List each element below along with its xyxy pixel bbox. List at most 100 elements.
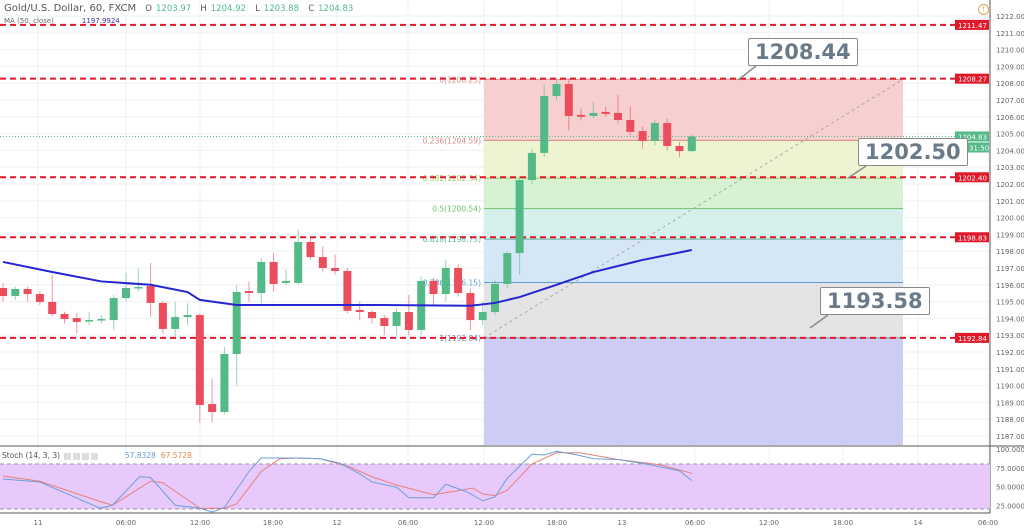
ma-label[interactable]: MA (50, close) xyxy=(4,17,54,25)
settings-icon[interactable] xyxy=(73,452,81,460)
time-axis-label: 06:00 xyxy=(116,519,136,527)
level-price-tag xyxy=(955,172,989,183)
price-axis-label: 1210.00 xyxy=(996,47,1024,55)
candle-down xyxy=(208,404,217,412)
candle-up xyxy=(589,112,598,116)
symbol-title[interactable]: Gold/U.S. Dollar, 60, FXCM xyxy=(4,3,137,14)
more-icon[interactable] xyxy=(82,452,90,460)
callout-pointer xyxy=(809,314,829,329)
candle-up xyxy=(85,320,94,322)
fib-zone xyxy=(484,208,903,240)
price-axis-label: 1204.00 xyxy=(996,147,1024,155)
time-axis-label: 11 xyxy=(34,519,43,527)
close-icon[interactable] xyxy=(91,452,99,460)
stoch-axis-label: 25.0000 xyxy=(996,502,1024,510)
price-axis-label: 1193.00 xyxy=(996,332,1024,340)
time-axis-label: 06:00 xyxy=(978,519,998,527)
candle-down xyxy=(146,285,155,303)
candle-up xyxy=(478,312,487,321)
candle-down xyxy=(60,314,69,320)
candle-down xyxy=(343,271,352,311)
price-axis-label: 1194.00 xyxy=(996,315,1024,323)
price-axis-label: 1202.00 xyxy=(996,181,1024,189)
close-label: C xyxy=(308,4,315,14)
callout-1202[interactable]: 1202.50 xyxy=(858,138,968,166)
price-axis-label: 1208.00 xyxy=(996,80,1024,88)
candle-up xyxy=(294,241,303,283)
time-axis-label: 18:00 xyxy=(833,519,853,527)
stoch-k-value: 57.8328 xyxy=(124,451,156,460)
fib-level-label: 0.236(1204.59) xyxy=(423,136,481,145)
candle-up xyxy=(540,95,549,153)
candle-up xyxy=(491,283,499,313)
price-axis-label: 1212.00 xyxy=(996,13,1024,21)
candle-down xyxy=(429,280,438,295)
stoch-axis-label: 100.0000 xyxy=(996,446,1024,454)
candle-down xyxy=(318,257,327,268)
candle-down xyxy=(35,294,44,302)
stoch-axis-label: 50.0000 xyxy=(996,484,1024,492)
candle-down xyxy=(638,131,647,141)
candle-up xyxy=(97,319,106,321)
time-axis-label: 14 xyxy=(914,519,923,527)
candle-up xyxy=(171,317,180,329)
stoch-k-line xyxy=(2,450,693,513)
countdown-label: 31:50 xyxy=(969,144,989,152)
candle-up xyxy=(650,123,659,141)
low-value: 1203.88 xyxy=(263,4,299,14)
current-price-tag xyxy=(955,131,989,142)
level-price-tag xyxy=(955,332,989,343)
candle-up xyxy=(220,354,229,412)
price-axis-label: 1203.00 xyxy=(996,164,1024,172)
price-axis-label: 1199.00 xyxy=(996,231,1024,239)
candle-down xyxy=(269,261,278,284)
level-price-tag xyxy=(955,232,989,243)
callout-1208[interactable]: 1208.44 xyxy=(748,38,858,66)
high-value: 1204.92 xyxy=(210,4,246,14)
stoch-band xyxy=(0,464,990,509)
level-price-tag-label: 1211.47 xyxy=(958,22,987,30)
candle-up xyxy=(527,152,536,180)
candle-down xyxy=(675,146,684,152)
time-axis-label: 13 xyxy=(618,519,627,527)
price-axis-label: 1196.00 xyxy=(996,282,1024,290)
stoch-axis-label: 75.0000 xyxy=(996,465,1024,473)
level-price-tag xyxy=(955,73,989,84)
candle-up xyxy=(503,253,512,284)
price-axis-label: 1200.00 xyxy=(996,215,1024,223)
fib-level-label: 0.382(1202.34) xyxy=(423,174,481,183)
eye-icon[interactable] xyxy=(64,452,72,460)
ma50-line xyxy=(2,249,692,307)
candle-down xyxy=(614,112,622,120)
candle-down xyxy=(368,312,376,319)
candle-down xyxy=(306,241,315,258)
candle-down xyxy=(454,268,463,294)
fib-zone xyxy=(484,337,903,445)
stoch-d-value: 67.5728 xyxy=(160,451,192,460)
candle-down xyxy=(564,84,573,116)
fib-trend-line xyxy=(483,78,904,339)
candle-up xyxy=(441,268,450,295)
price-axis-label: 1211.00 xyxy=(996,30,1024,38)
price-axis-label: 1206.00 xyxy=(996,114,1024,122)
level-price-tag-label: 1202.40 xyxy=(958,174,987,182)
warning-icon[interactable]: ! xyxy=(978,4,989,15)
price-axis-label: 1192.00 xyxy=(996,349,1024,357)
callout-1193[interactable]: 1193.58 xyxy=(820,287,930,315)
candle-up xyxy=(134,286,143,289)
fib-level-label: 0.618(1198.73) xyxy=(423,235,481,244)
countdown-tag xyxy=(967,142,989,153)
candle-up xyxy=(183,315,192,318)
candle-up xyxy=(232,292,241,355)
time-axis-label: 18:00 xyxy=(263,519,283,527)
level-price-tag-label: 1192.84 xyxy=(958,335,987,343)
price-axis-label: 1201.00 xyxy=(996,198,1024,206)
price-axis-label: 1197.00 xyxy=(996,265,1024,273)
level-price-tag-label: 1208.27 xyxy=(958,76,987,84)
candle-down xyxy=(331,268,340,272)
current-price-tag-label: 1204.83 xyxy=(958,133,987,141)
price-axis-label: 1205.00 xyxy=(996,131,1024,139)
ma-legend: MA (50, close) 1197.9924 xyxy=(4,17,120,25)
stoch-label[interactable]: Stoch (14, 3, 3) xyxy=(2,451,61,460)
